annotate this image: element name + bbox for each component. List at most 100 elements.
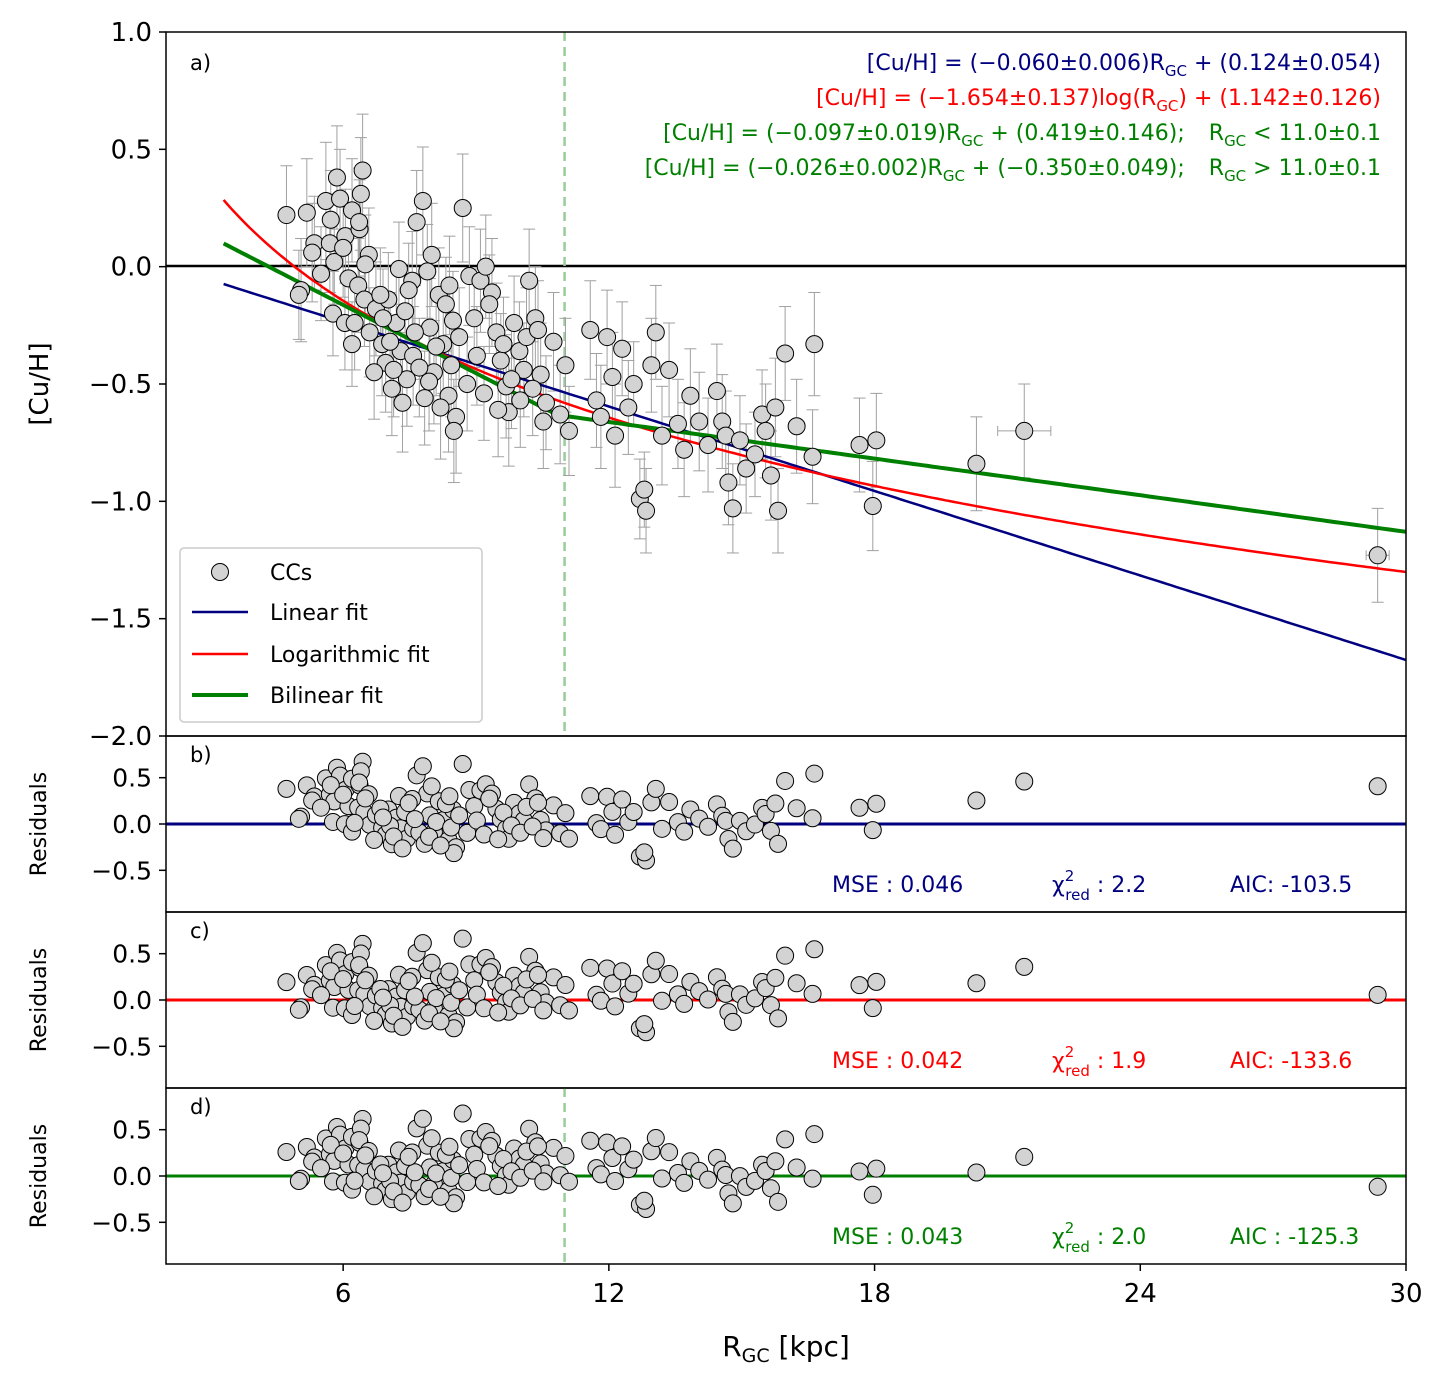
residual-point <box>1015 957 1034 976</box>
residual-point <box>289 1000 308 1019</box>
residual-point <box>450 806 469 825</box>
legend-label-ccs: CCs <box>270 561 312 586</box>
x-tick-label: 24 <box>1124 1279 1157 1309</box>
data-point <box>422 245 441 264</box>
data-point <box>1015 421 1034 440</box>
data-point <box>321 210 340 229</box>
legend: CCs Linear fit Logarithmic fit Bilinear … <box>179 547 483 723</box>
residual-point <box>393 1193 412 1212</box>
residual-point <box>606 825 625 844</box>
residual-point <box>494 803 513 822</box>
data-point <box>581 321 600 340</box>
data-point <box>343 335 361 354</box>
data-point <box>360 323 379 342</box>
residual-point <box>805 940 824 959</box>
residual-point <box>967 974 986 993</box>
panel-label: c) <box>190 919 210 943</box>
residual-point <box>365 1011 384 1030</box>
data-point <box>480 295 499 314</box>
residual-point <box>776 946 795 965</box>
y-tick-label: 0.0 <box>112 1162 152 1191</box>
residual-points <box>277 929 1387 1042</box>
residual-point <box>1015 1147 1034 1166</box>
aic-stat: AIC : -125.3 <box>1230 1225 1359 1250</box>
residual-point <box>660 792 679 811</box>
residual-point <box>769 834 788 853</box>
frame-d <box>165 1087 1407 1265</box>
y-ticks-a: 1.0 0.5 0.0 −0.5 −1.0 −1.5 −2.0 <box>89 18 166 752</box>
data-point <box>850 436 869 455</box>
data-point <box>598 328 617 347</box>
residual-point <box>653 1169 671 1188</box>
y-tick-label: −0.5 <box>91 1032 152 1061</box>
data-point <box>761 466 780 485</box>
residual-point <box>598 1133 617 1152</box>
residual-point <box>399 972 418 991</box>
residual-point <box>556 976 575 995</box>
y-axis-label-a: [Cu/H] <box>25 342 55 425</box>
residual-point <box>422 777 441 796</box>
residual-point <box>560 829 578 848</box>
residual-point <box>345 1171 364 1190</box>
residual-point <box>399 794 418 813</box>
residual-point <box>523 989 542 1008</box>
data-point <box>766 398 785 417</box>
residual-point <box>356 789 375 808</box>
residual-point <box>489 1176 508 1195</box>
residual-point <box>374 808 392 827</box>
residual-point <box>277 779 296 798</box>
residual-point <box>413 757 432 776</box>
y-tick-label: 0.5 <box>112 764 152 793</box>
panel-c: c) MSE : 0.042 χ2 red : 1.9 AIC: -133.6 0.5… <box>27 911 1407 1089</box>
fit-equation: [Cu/H] = (−1.654±0.137)log(RGC) + (1.142… <box>816 86 1381 115</box>
residual-point <box>1368 777 1387 796</box>
data-point <box>374 309 392 328</box>
residual-point <box>660 1143 679 1162</box>
data-point <box>1368 546 1387 565</box>
residual-point <box>581 1131 600 1150</box>
residual-point <box>613 962 632 981</box>
residual-point <box>365 830 384 849</box>
residual-point <box>405 810 424 829</box>
residual-point <box>450 1156 469 1175</box>
residual-point <box>850 976 869 995</box>
residual-point <box>675 1173 694 1192</box>
data-point <box>356 255 375 274</box>
residual-point <box>723 1194 742 1213</box>
x-tick-label: 6 <box>335 1279 352 1309</box>
residual-point <box>699 817 718 836</box>
residual-point <box>766 968 785 987</box>
data-point <box>653 426 671 445</box>
data-point <box>410 358 429 377</box>
residual-point <box>440 962 459 981</box>
mse-stat: MSE : 0.042 <box>832 1049 963 1074</box>
x-ticks: 6 12 18 24 30 <box>335 1264 1423 1309</box>
data-point <box>491 351 510 370</box>
residual-point <box>787 1158 806 1177</box>
residual-point <box>603 1149 622 1168</box>
chi2-stat: χ2 red : 2.2 <box>1052 867 1146 904</box>
residual-point <box>787 974 806 993</box>
data-point <box>297 203 316 222</box>
data-point <box>587 391 606 410</box>
y-tick-label: −0.5 <box>91 856 152 885</box>
data-point <box>681 386 700 405</box>
data-point <box>303 243 322 262</box>
residual-point <box>289 809 308 828</box>
residual-point <box>723 1012 742 1031</box>
residual-point <box>675 994 694 1013</box>
data-point <box>534 412 553 431</box>
residual-point <box>480 789 499 808</box>
residual-point <box>766 794 785 813</box>
residual-point <box>581 958 600 977</box>
fit-statistics: MSE : 0.042 χ2 red : 1.9 AIC: -133.6 <box>832 1043 1352 1080</box>
residual-point <box>480 963 499 982</box>
data-point <box>646 323 665 342</box>
data-point <box>511 391 530 410</box>
data-point <box>489 400 508 419</box>
residual-point <box>277 973 296 992</box>
residual-point <box>453 1104 472 1123</box>
data-point <box>381 332 400 351</box>
residual-point <box>863 1185 882 1204</box>
data-point <box>325 252 344 271</box>
